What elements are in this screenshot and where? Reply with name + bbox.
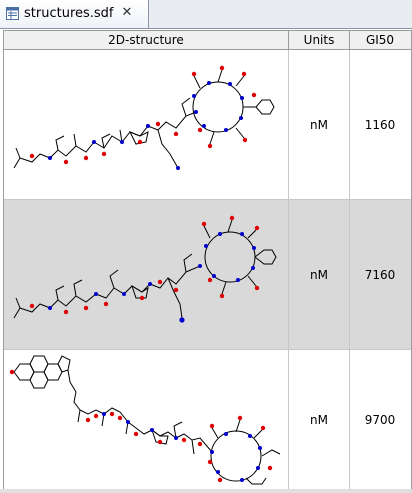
tab-structures-sdf[interactable]: structures.sdf ✕ <box>0 0 149 28</box>
structure-cell <box>4 200 289 349</box>
table-row-selected[interactable]: nM 7160 <box>4 200 411 350</box>
units-cell: nM <box>289 350 350 490</box>
sdf-file-icon <box>6 7 19 20</box>
close-icon[interactable]: ✕ <box>121 5 133 20</box>
gi50-cell: 7160 <box>364 267 396 282</box>
table-header: 2D-structure Units GI50 <box>4 31 411 50</box>
molecule-drawing <box>13 65 275 170</box>
bottom-bar <box>0 489 412 493</box>
column-header-units[interactable]: Units <box>289 31 350 49</box>
molecule-drawing <box>13 215 277 323</box>
table-row[interactable]: nM 9700 <box>4 350 411 491</box>
structure-cell <box>4 350 289 490</box>
units-cell: nM <box>289 50 350 199</box>
gi50-cell: 9700 <box>364 413 396 427</box>
gi50-cell: 1160 <box>364 117 396 132</box>
tab-label: structures.sdf <box>24 6 114 21</box>
units-cell: nM <box>289 200 350 349</box>
table-row[interactable]: nM 1160 <box>4 50 411 200</box>
editor-tab-strip: structures.sdf ✕ <box>0 0 412 29</box>
structure-table: 2D-structure Units GI50 <box>3 30 412 492</box>
column-header-gi50[interactable]: GI50 <box>365 33 395 47</box>
column-header-2d-structure[interactable]: 2D-structure <box>4 31 289 49</box>
structure-cell <box>4 50 289 199</box>
molecule-drawing <box>9 355 281 485</box>
